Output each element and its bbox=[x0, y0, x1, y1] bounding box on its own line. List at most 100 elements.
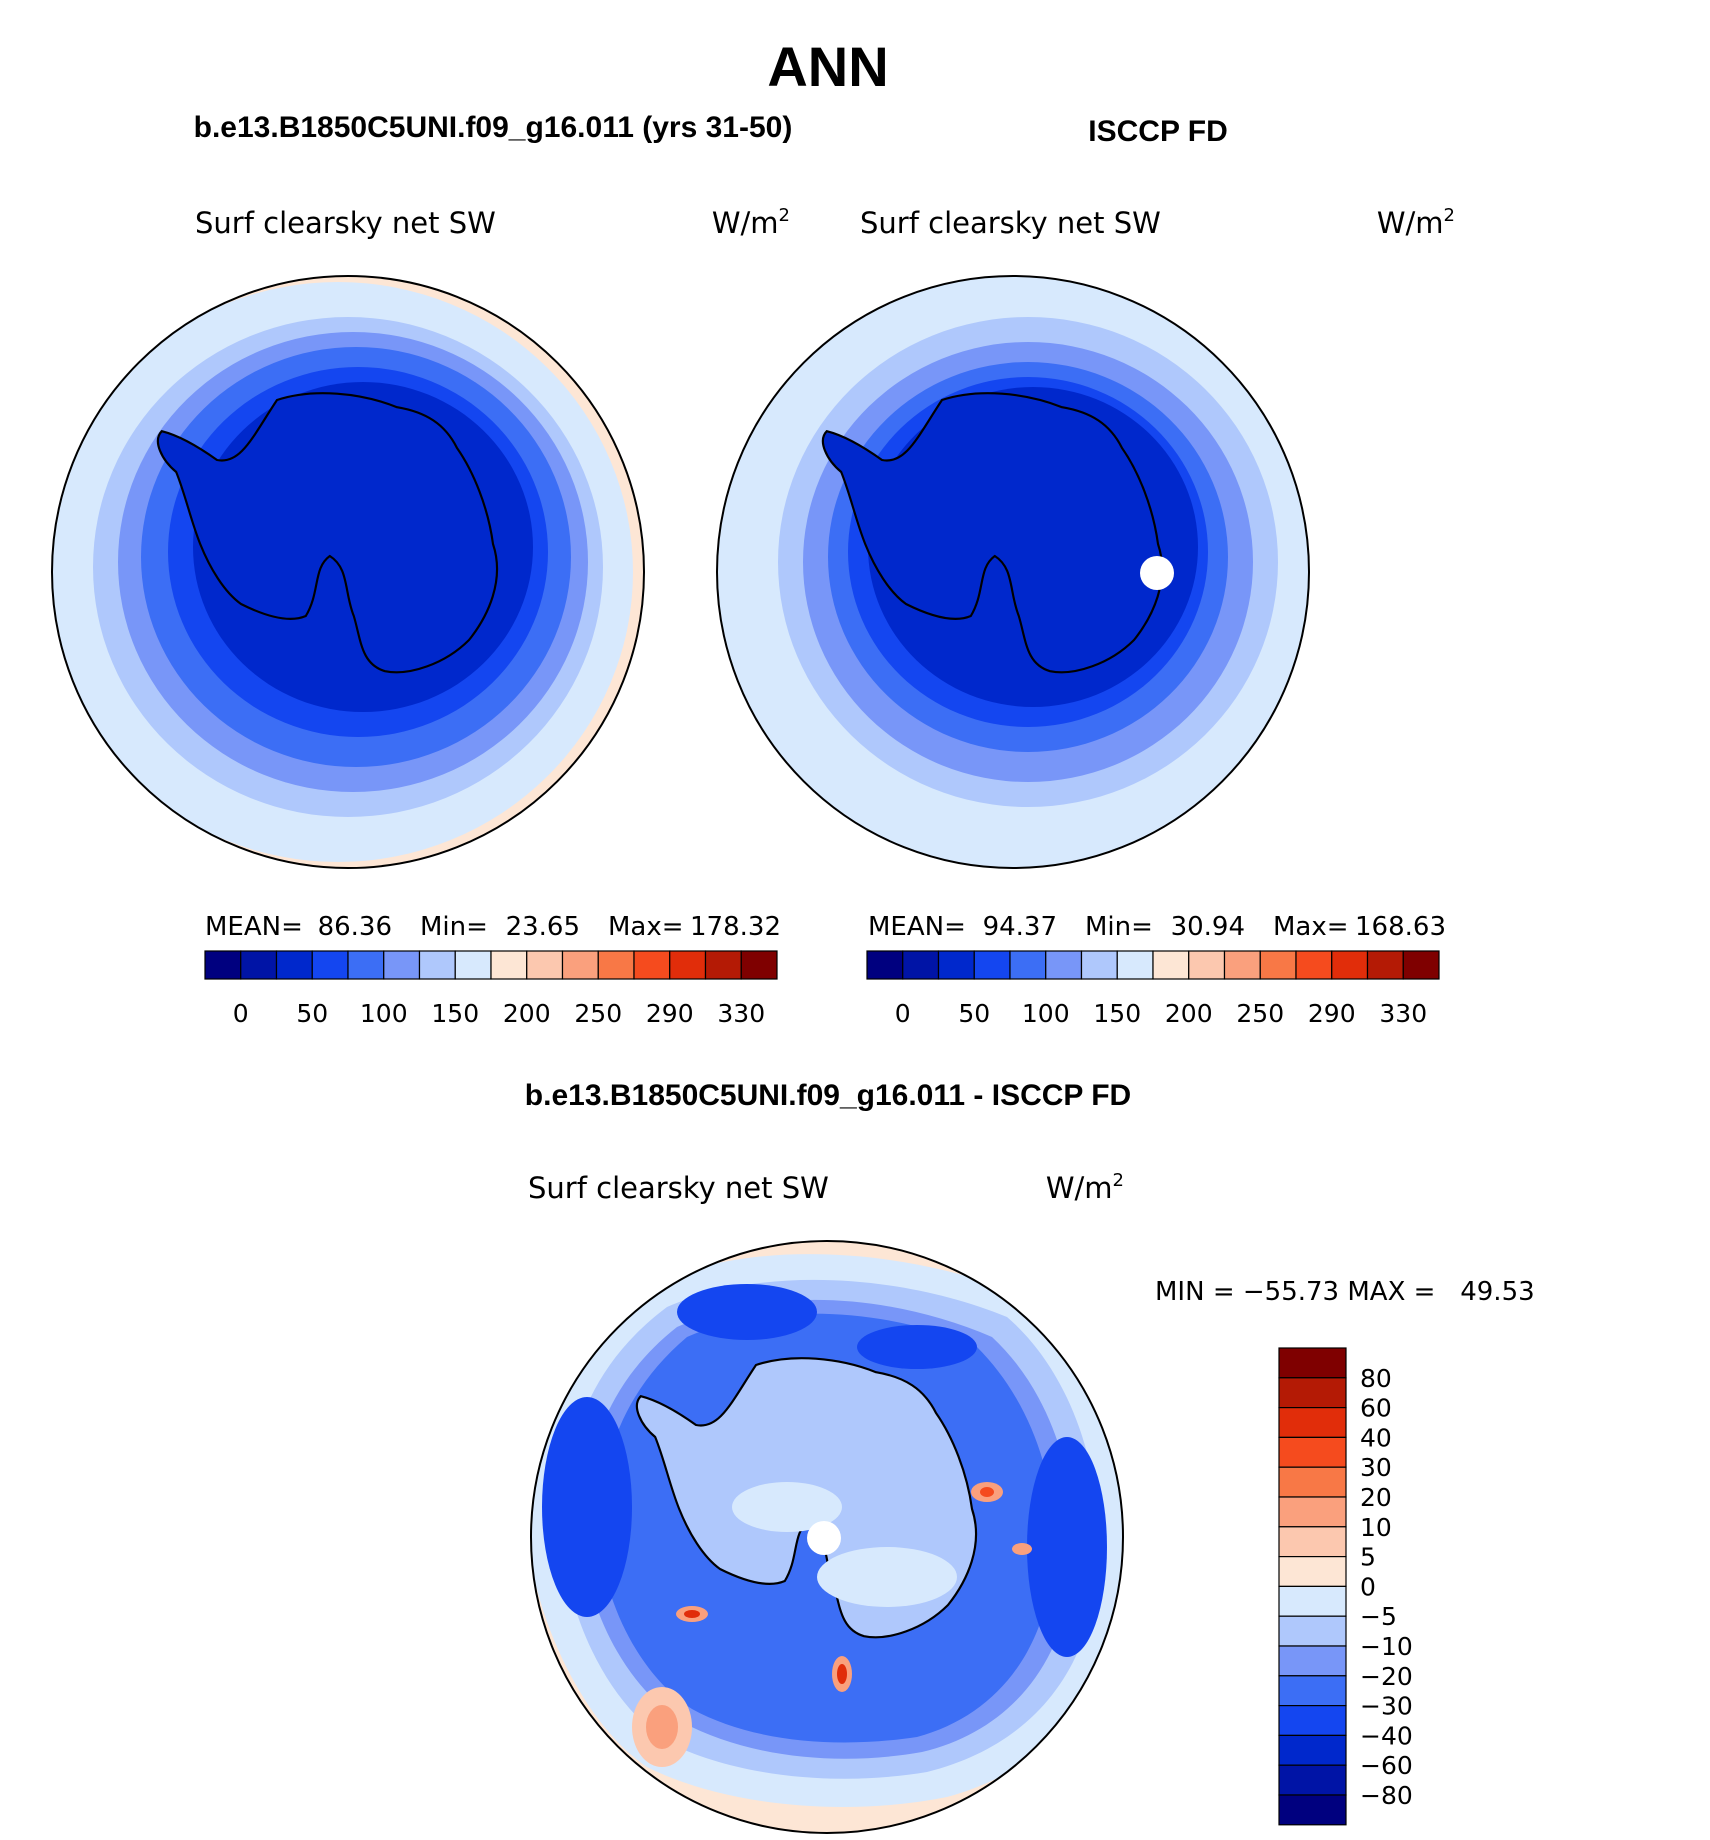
panel-obs-colorbar-box bbox=[937, 950, 975, 980]
panel-diff-colorbar-box bbox=[1278, 1406, 1347, 1438]
panel-diff-colorbar-label: −20 bbox=[1360, 1662, 1413, 1691]
panel-diff-map bbox=[531, 1241, 1123, 1833]
panel-diff-colorbar-label: 80 bbox=[1360, 1364, 1392, 1393]
panel-obs-colorbar-box bbox=[866, 950, 904, 980]
panel-model-colorbar-label: 0 bbox=[233, 999, 249, 1028]
panel-obs-mean-value: 94.37 bbox=[983, 912, 1057, 942]
panel-obs-colorbar-label: 150 bbox=[1093, 999, 1141, 1028]
panel-model-colorbar-box bbox=[669, 950, 707, 980]
panel-obs-units: W/m2 bbox=[1377, 205, 1455, 240]
panel-obs-colorbar-box bbox=[1045, 950, 1083, 980]
panel-diff-colorbar-box bbox=[1278, 1377, 1347, 1409]
panel-obs-colorbar-box bbox=[973, 950, 1011, 980]
panel-obs-map-border bbox=[716, 275, 1310, 869]
panel-diff-colorbar-label: −60 bbox=[1360, 1751, 1413, 1780]
panel-obs-colorbar-label: 0 bbox=[895, 999, 911, 1028]
panel-diff-case-title: b.e13.B1850C5UNI.f09_g16.011 - ISCCP FD bbox=[525, 1079, 1131, 1112]
panel-diff-colorbar-label: 0 bbox=[1360, 1572, 1376, 1601]
panel-diff-missing-pole bbox=[807, 1521, 841, 1555]
panel-model-colorbar-box bbox=[704, 950, 742, 980]
panel-obs-max-label: Max= bbox=[1273, 912, 1349, 942]
panel-model-variable: Surf clearsky net SW bbox=[195, 206, 496, 240]
panel-model-colorbar-box bbox=[383, 950, 421, 980]
panel-diff-colorbar-box bbox=[1278, 1436, 1347, 1468]
panel-obs-min-label: Min= bbox=[1085, 912, 1153, 942]
panel-model-colorbar-box bbox=[454, 950, 492, 980]
panel-obs-colorbar-box bbox=[902, 950, 940, 980]
panel-obs-colorbar-label: 290 bbox=[1308, 999, 1356, 1028]
panel-model: b.e13.B1850C5UNI.f09_g16.011 (yrs 31-50)… bbox=[51, 111, 793, 1028]
panel-obs-colorbar-box bbox=[1331, 950, 1369, 980]
panel-model-max-label: Max= bbox=[608, 912, 684, 942]
panel-diff-colorbar-box bbox=[1278, 1347, 1347, 1379]
panel-model-mean-label: MEAN= bbox=[205, 912, 303, 942]
panel-obs-max-value: 168.63 bbox=[1355, 912, 1446, 942]
panel-obs-colorbar-box bbox=[1295, 950, 1333, 980]
panel-model-colorbar-box bbox=[526, 950, 564, 980]
panel-obs-missing-pole bbox=[1140, 556, 1174, 590]
panel-obs-colorbar-box bbox=[1259, 950, 1297, 980]
panel-diff-range: MIN = −55.73 MAX = 49.53 bbox=[1155, 1277, 1535, 1307]
panel-diff-colorbar-box bbox=[1278, 1704, 1347, 1736]
panel-model-colorbar-box bbox=[597, 950, 635, 980]
panel-diff-colorbar-label: 20 bbox=[1360, 1483, 1392, 1512]
panel-model-colorbar-box bbox=[561, 950, 599, 980]
panel-obs-colorbar-box bbox=[1152, 950, 1190, 980]
panel-obs-colorbar-box bbox=[1366, 950, 1404, 980]
panel-diff-units: W/m2 bbox=[1046, 1170, 1124, 1205]
panel-model-colorbar-box bbox=[490, 950, 528, 980]
panel-diff-colorbar-box bbox=[1278, 1675, 1347, 1707]
panel-model-colorbar-box bbox=[633, 950, 671, 980]
panel-diff-map-border bbox=[530, 1240, 1124, 1834]
panel-diff-colorbar-box bbox=[1278, 1764, 1347, 1796]
panel-obs-colorbar-label: 100 bbox=[1022, 999, 1070, 1028]
panel-obs-colorbar-label: 250 bbox=[1236, 999, 1284, 1028]
panel-obs-case-title: ISCCP FD bbox=[1088, 115, 1227, 148]
panel-model-map-border bbox=[51, 275, 645, 869]
panel-diff-colorbar-label: 60 bbox=[1360, 1394, 1392, 1423]
panel-diff-colorbar-box bbox=[1278, 1734, 1347, 1766]
panel-model-colorbar-box bbox=[240, 950, 278, 980]
panel-model-map bbox=[52, 276, 644, 868]
panel-diff-colorbar-label: −40 bbox=[1360, 1721, 1413, 1750]
panel-diff-colorbar-box bbox=[1278, 1555, 1347, 1587]
panel-diff-colorbar-box bbox=[1278, 1645, 1347, 1677]
panel-diff-colorbar-box bbox=[1278, 1496, 1347, 1528]
panel-diff-colorbar-label: −5 bbox=[1360, 1602, 1397, 1631]
panel-diff-colorbar-label: 5 bbox=[1360, 1543, 1376, 1572]
panel-model-colorbar-box bbox=[418, 950, 456, 980]
panel-model-colorbar-box bbox=[204, 950, 242, 980]
panel-obs-colorbar-box bbox=[1080, 950, 1118, 980]
panel-model-colorbar-label: 150 bbox=[431, 999, 479, 1028]
panel-model-colorbar-box bbox=[275, 950, 313, 980]
panel-model-min-label: Min= bbox=[420, 912, 488, 942]
panel-model-colorbar-label: 100 bbox=[360, 999, 408, 1028]
panel-obs-min-value: 30.94 bbox=[1171, 912, 1245, 942]
panel-model-units: W/m2 bbox=[712, 205, 790, 240]
panel-model-case-title: b.e13.B1850C5UNI.f09_g16.011 (yrs 31-50) bbox=[194, 111, 793, 144]
panel-obs-colorbar-box bbox=[1188, 950, 1226, 980]
panel-model-colorbar-box bbox=[311, 950, 349, 980]
panel-diff-variable: Surf clearsky net SW bbox=[528, 1171, 829, 1205]
panel-diff: b.e13.B1850C5UNI.f09_g16.011 - ISCCP FD … bbox=[525, 1079, 1535, 1834]
panel-model-colorbar-label: 200 bbox=[503, 999, 551, 1028]
panel-diff-colorbar-label: 40 bbox=[1360, 1423, 1392, 1452]
panel-obs-colorbar: 0 50 100 150 200 250 290 330 bbox=[866, 950, 1440, 1028]
panel-model-colorbar-label: 50 bbox=[296, 999, 328, 1028]
page-title: ANN bbox=[767, 35, 888, 98]
panel-obs-mean-label: MEAN= bbox=[868, 912, 966, 942]
panel-model-min-value: 23.65 bbox=[506, 912, 580, 942]
panel-diff-colorbar-label: −80 bbox=[1360, 1781, 1413, 1810]
panel-diff-colorbar-box bbox=[1278, 1794, 1347, 1826]
panel-model-colorbar-label: 330 bbox=[717, 999, 765, 1028]
panel-model-colorbar-box bbox=[347, 950, 385, 980]
panel-diff-colorbar-label: −10 bbox=[1360, 1632, 1413, 1661]
panel-model-colorbar: 0 50 100 150 200 250 290 330 bbox=[204, 950, 778, 1028]
panel-model-max-value: 178.32 bbox=[690, 912, 781, 942]
panel-diff-colorbar-box bbox=[1278, 1526, 1347, 1558]
panel-obs-colorbar-label: 50 bbox=[958, 999, 990, 1028]
panel-obs-colorbar-box bbox=[1116, 950, 1154, 980]
panel-model-stats: MEAN= 86.36 Min= 23.65 Max= 178.32 bbox=[205, 912, 781, 942]
